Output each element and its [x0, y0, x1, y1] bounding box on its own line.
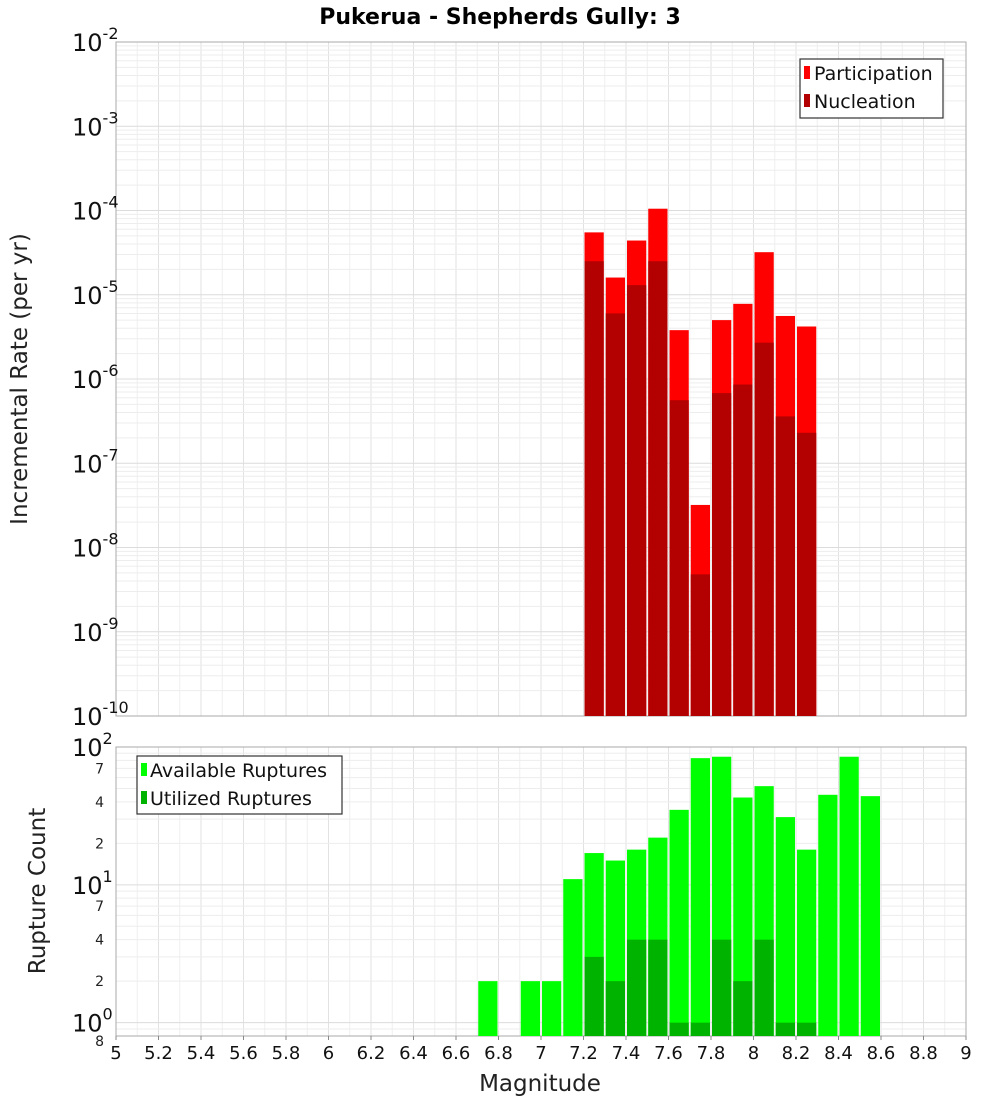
bottom-legend: Available Ruptures Utilized Ruptures — [136, 755, 343, 815]
x-tick-label: 8.4 — [824, 1043, 853, 1064]
legend-label-available: Available Ruptures — [150, 760, 327, 782]
x-tick-label: 6 — [323, 1043, 334, 1064]
bar-nucleation — [712, 393, 732, 716]
x-tick-label: 8.8 — [909, 1043, 938, 1064]
bar-utilized-ruptures — [605, 981, 625, 1036]
top-y-ticks: 10-10 10-9 10-8 10-7 10-6 10-5 10-4 10-3 10-2 — [72, 24, 129, 731]
bar-nucleation — [775, 416, 795, 716]
x-tick-label: 9 — [960, 1043, 971, 1064]
y-tick-label: 10-2 — [72, 24, 119, 57]
x-tick-label: 6.4 — [399, 1043, 428, 1064]
bar-nucleation — [733, 384, 753, 716]
bar-nucleation — [754, 342, 774, 716]
y-minor-tick-label: 4 — [95, 795, 104, 811]
y-tick-label: 10-7 — [72, 445, 119, 478]
chart-title: Pukerua - Shepherds Gully: 3 — [319, 5, 681, 30]
bar-utilized-ruptures — [797, 1022, 817, 1036]
x-tick-label: 6.2 — [357, 1043, 386, 1064]
bottom-bars — [478, 756, 880, 1036]
bar-utilized-ruptures — [690, 1022, 710, 1036]
bar-available-ruptures — [542, 981, 562, 1036]
y-minor-tick-label: 2 — [95, 974, 104, 990]
legend-label-participation: Participation — [814, 63, 933, 85]
y-minor-tick-label: 7 — [95, 899, 104, 915]
bar-nucleation — [797, 432, 817, 716]
y-tick-label: 102 — [72, 729, 113, 762]
bar-utilized-ruptures — [712, 939, 732, 1036]
x-tick-label: 6.6 — [442, 1043, 471, 1064]
legend-label-nucleation: Nucleation — [814, 91, 916, 113]
y-tick-label: 10-9 — [72, 614, 119, 647]
y-minor-tick-label: 7 — [95, 761, 104, 777]
y-tick-label: 10-6 — [72, 361, 119, 394]
x-tick-label: 8.6 — [867, 1043, 896, 1064]
y-tick-label: 10-5 — [72, 277, 119, 310]
bar-available-ruptures — [478, 981, 498, 1036]
bar-available-ruptures — [733, 797, 753, 1036]
top-legend-box — [799, 58, 944, 119]
x-tick-label: 7.4 — [612, 1043, 641, 1064]
legend-label-utilized: Utilized Ruptures — [150, 788, 312, 810]
x-tick-label: 5.2 — [144, 1043, 173, 1064]
y-tick-label: 10-4 — [72, 193, 119, 226]
bar-nucleation — [584, 261, 604, 716]
bar-available-ruptures — [669, 809, 689, 1036]
bar-nucleation — [669, 400, 689, 716]
bottom-y-ticks: 100 101 102 8 2 4 7 2 4 7 — [72, 729, 113, 1050]
bar-available-ruptures — [860, 796, 880, 1036]
y-tick-label: 10-10 — [72, 698, 129, 731]
bar-available-ruptures — [563, 879, 583, 1036]
x-ticks: 5 5.2 5.4 5.6 5.8 6 6.2 6.4 6.6 6.8 7 7.2 7.4 7.6 7.8 8… — [110, 1036, 972, 1064]
x-tick-label: 6.8 — [484, 1043, 513, 1064]
bar-utilized-ruptures — [775, 1022, 795, 1036]
top-y-axis-label: Incremental Rate (per yr) — [7, 233, 33, 525]
bar-utilized-ruptures — [584, 956, 604, 1036]
y-minor-tick-label: 4 — [95, 933, 104, 949]
legend-swatch-available — [141, 763, 147, 776]
x-tick-label: 5 — [110, 1043, 121, 1064]
top-gridlines — [115, 42, 967, 717]
x-axis-label: Magnitude — [479, 1071, 601, 1097]
legend-swatch-participation — [804, 66, 810, 79]
top-bars — [584, 208, 817, 717]
y-tick-label: 10-8 — [72, 530, 119, 563]
bar-utilized-ruptures — [648, 939, 668, 1036]
y-minor-tick-label: 2 — [95, 836, 104, 852]
bar-nucleation — [690, 574, 710, 716]
bar-nucleation — [627, 285, 647, 716]
x-tick-label: 7.8 — [697, 1043, 726, 1064]
top-plot-area — [115, 41, 967, 717]
x-tick-label: 7.6 — [654, 1043, 683, 1064]
bar-available-ruptures — [818, 794, 838, 1036]
x-tick-label: 5.8 — [272, 1043, 301, 1064]
x-tick-label: 5.6 — [229, 1043, 258, 1064]
y-tick-label: 10-3 — [72, 108, 119, 141]
legend-swatch-nucleation — [804, 94, 810, 107]
bar-available-ruptures — [839, 756, 859, 1036]
x-tick-label: 8 — [748, 1043, 759, 1064]
bar-available-ruptures — [797, 849, 817, 1036]
bar-utilized-ruptures — [627, 939, 647, 1036]
bar-utilized-ruptures — [733, 981, 753, 1036]
x-tick-label: 7.2 — [569, 1043, 598, 1064]
bottom-legend-box — [136, 755, 343, 815]
bar-available-ruptures — [520, 981, 540, 1036]
bar-available-ruptures — [690, 758, 710, 1036]
bar-nucleation — [648, 261, 668, 716]
y-tick-label: 100 — [72, 1005, 113, 1038]
bar-nucleation — [605, 313, 625, 716]
x-tick-label: 7 — [535, 1043, 546, 1064]
bottom-y-axis-label: Rupture Count — [25, 808, 51, 974]
top-legend: Participation Nucleation — [799, 58, 944, 119]
bar-utilized-ruptures — [754, 939, 774, 1036]
y-tick-label: 101 — [72, 867, 113, 900]
x-tick-label: 5.4 — [187, 1043, 216, 1064]
x-tick-label: 8.2 — [782, 1043, 811, 1064]
y-minor-tick-label: 8 — [95, 1034, 104, 1050]
bar-available-ruptures — [775, 817, 795, 1036]
bar-utilized-ruptures — [669, 1022, 689, 1036]
legend-swatch-utilized — [141, 791, 147, 804]
